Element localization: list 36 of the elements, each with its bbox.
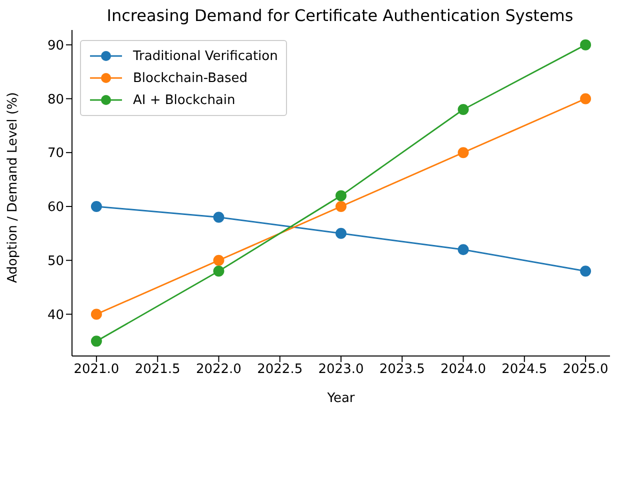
point [213,212,224,223]
y-tick-label: 80 [47,92,64,108]
chart-title: Increasing Demand for Certificate Authentication Systems [106,6,574,25]
legend-label: AI + Blockchain [133,92,236,108]
point [580,93,592,104]
x-tick-label: 2021.0 [74,362,120,378]
x-tick-label: 2023.5 [379,362,425,378]
x-tick-label: 2022.5 [257,362,303,378]
point [336,200,346,212]
point [90,200,102,212]
legend-label: Traditional Verification [133,48,278,64]
x-tick-label: 2024.0 [440,362,486,378]
x-tick-label: 2025.0 [562,362,608,378]
point [580,39,592,50]
x-tick-label: 2023.0 [318,362,364,378]
point [90,308,102,320]
point [458,104,469,115]
point [336,228,346,239]
point [336,190,346,202]
y-axis-title: Adoption / Demand Level (%) [6,92,21,283]
x-tick-label: 2024.5 [502,362,548,378]
y-tick-label: 40 [47,308,64,323]
x-tick-label: 2022.0 [196,362,242,378]
point [90,336,102,347]
y-tick-label: 70 [47,146,64,162]
y-tick-label: 50 [47,254,64,269]
point [580,266,592,277]
point [458,244,469,256]
point [213,254,224,266]
x-tick-label: 2021.5 [134,362,180,378]
x-axis-title: Year [326,391,356,406]
y-tick-label: 60 [47,200,64,216]
y-tick-label: 90 [47,38,64,54]
point [458,147,469,158]
point [213,266,224,277]
legend-label: Blockchain-Based [133,70,248,86]
